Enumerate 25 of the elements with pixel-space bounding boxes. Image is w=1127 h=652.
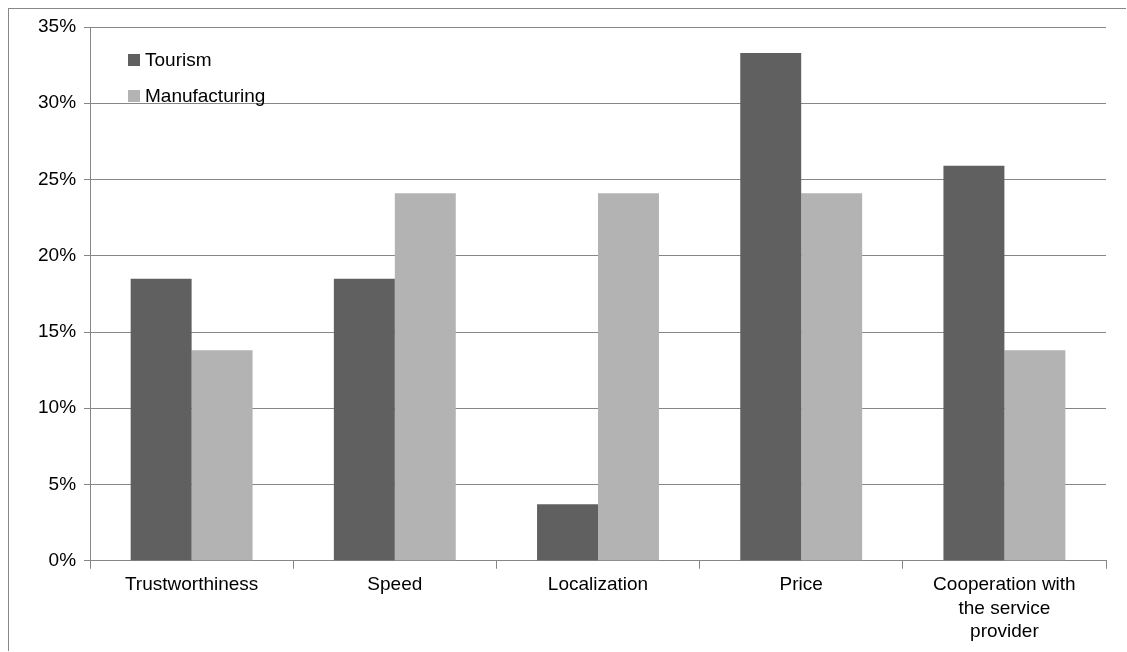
x-tick-label: Price xyxy=(779,572,823,594)
y-tick-label: 10% xyxy=(38,396,77,418)
x-tick-label: Speed xyxy=(367,572,423,594)
y-tick-label: 35% xyxy=(38,15,77,37)
bar xyxy=(1004,350,1066,561)
bar xyxy=(191,350,253,561)
bar xyxy=(740,52,802,561)
y-tick-label: 25% xyxy=(38,167,77,189)
y-tick-label: 15% xyxy=(38,320,77,342)
legend-label: Manufacturing xyxy=(145,85,266,107)
bar xyxy=(598,193,659,561)
bar xyxy=(943,165,1005,561)
x-tick-label: Cooperation with the service provider xyxy=(933,572,1076,642)
bar xyxy=(333,278,395,561)
y-tick-label: 5% xyxy=(48,472,77,494)
legend-label: Tourism xyxy=(145,49,212,71)
bar xyxy=(130,278,192,561)
y-tick-label: 30% xyxy=(38,91,77,113)
bar xyxy=(537,504,599,561)
bar xyxy=(394,193,456,561)
x-tick-label: Localization xyxy=(547,572,649,594)
y-tick-label: 20% xyxy=(38,243,77,265)
bar xyxy=(801,193,863,561)
y-tick-label: 0% xyxy=(48,548,77,570)
x-tick-label: Trustworthiness xyxy=(124,572,259,594)
